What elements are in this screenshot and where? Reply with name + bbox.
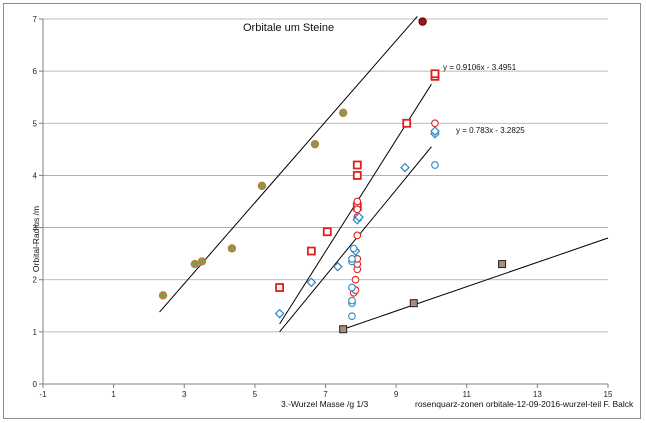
- y-tick-label-1: 1: [33, 328, 38, 337]
- text-layer: Orbitale um Steine Orbital-Radius /m 3.-…: [31, 15, 634, 409]
- trendline-1: [159, 16, 418, 313]
- red-fit-equation: y = 0.9106x - 3.4951: [443, 63, 517, 72]
- point-s4-8: [353, 205, 362, 214]
- y-tick-label-2: 2: [33, 276, 38, 285]
- y-axis-label: Orbital-Radius /m: [31, 206, 41, 272]
- trendline-3: [279, 146, 432, 333]
- point-s1-6: [310, 139, 320, 149]
- point-s5-7: [400, 162, 410, 173]
- x-tick-label-3: 3: [182, 390, 187, 399]
- point-s1-1: [158, 291, 168, 300]
- x-tick-label-13: 13: [533, 390, 542, 399]
- point-s3-9: [430, 69, 440, 79]
- chart-frame: [3, 3, 641, 419]
- point-s6-1: [348, 312, 356, 321]
- y-tick-label-0: 0: [33, 380, 38, 389]
- point-s1-7: [338, 108, 348, 118]
- point-s5-6: [354, 212, 364, 222]
- point-s6-6: [348, 255, 356, 263]
- point-s5-9: [430, 126, 440, 136]
- point-s4-6: [353, 231, 362, 240]
- blue-fit-equation: y = 0.783x - 3.2825: [456, 126, 525, 135]
- point-s6-7: [349, 244, 358, 253]
- trendline-4: [342, 237, 609, 330]
- chart-footer: rosenquarz-zonen orbitale-12-09-2016-wur…: [415, 399, 634, 409]
- x-tick-label-1: 1: [111, 390, 116, 399]
- x-axis-label: 3.-Wurzel Masse /g 1/3: [281, 399, 369, 409]
- point-s2-1: [418, 17, 427, 26]
- point-s3-7: [402, 118, 412, 128]
- y-tick-label-4: 4: [33, 171, 38, 180]
- x-tick-label-5: 5: [253, 390, 258, 399]
- point-s7-1: [339, 325, 348, 334]
- x-tick-label-9: 9: [394, 390, 399, 399]
- point-s6-4: [348, 283, 356, 292]
- x-tick-label--1: -1: [39, 390, 47, 399]
- y-tick-label-3: 3: [33, 224, 38, 233]
- point-s7-2: [409, 299, 418, 308]
- point-s3-5: [352, 171, 362, 180]
- grid-layer: [43, 18, 608, 333]
- point-s1-4: [227, 244, 237, 253]
- point-s1-2: [190, 259, 200, 269]
- marker-layer: [158, 17, 507, 334]
- chart-title: Orbitale um Steine: [243, 22, 334, 34]
- point-s6-3: [348, 296, 356, 305]
- point-s4-9: [353, 197, 362, 206]
- point-s1-3: [197, 257, 207, 266]
- point-s5-1: [274, 308, 285, 319]
- point-s3-3: [322, 227, 332, 237]
- point-s3-2: [306, 246, 316, 256]
- trendline-layer: [159, 16, 609, 333]
- point-s1-5: [257, 181, 267, 191]
- point-s4-11: [431, 119, 439, 128]
- point-s3-6: [352, 160, 362, 170]
- x-tick-label-7: 7: [323, 390, 328, 399]
- x-tick-label-11: 11: [463, 390, 472, 399]
- x-tick-label-15: 15: [604, 390, 613, 399]
- point-s6-8: [431, 161, 439, 169]
- y-tick-label-6: 6: [33, 67, 38, 76]
- y-tick-label-7: 7: [33, 15, 38, 24]
- point-s7-3: [498, 260, 507, 269]
- point-s4-2: [351, 275, 360, 284]
- point-s5-3: [333, 261, 343, 272]
- axis-layer: [39, 18, 609, 388]
- point-s3-1: [275, 283, 284, 292]
- point-s5-2: [306, 277, 317, 288]
- y-tick-label-5: 5: [33, 119, 38, 128]
